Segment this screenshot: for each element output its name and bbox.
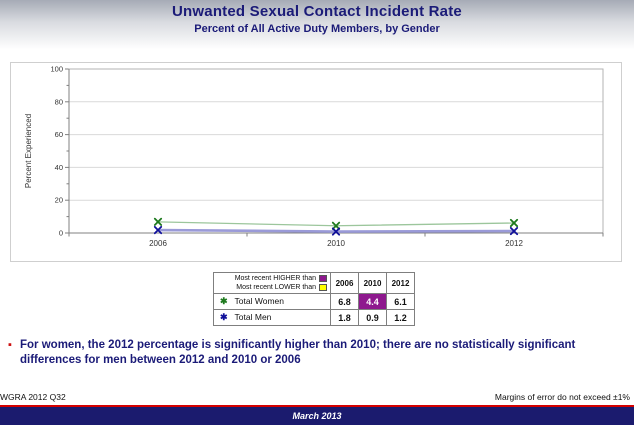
value-men-2012: 1.2: [386, 309, 415, 326]
legend-key-cell: Most recent HIGHER than Most recent LOWE…: [213, 272, 331, 294]
margin-of-error-note: Margins of error do not exceed ±1%: [494, 392, 630, 402]
legend-higher: Most recent HIGHER than: [216, 274, 327, 283]
svg-text:2010: 2010: [327, 239, 345, 248]
page-title: Unwanted Sexual Contact Incident Rate: [172, 3, 462, 20]
svg-text:80: 80: [55, 97, 63, 106]
column-header-2010: 2010: [358, 272, 387, 294]
footer-rule: [0, 405, 634, 407]
bullet-marker-icon: ▪: [8, 339, 12, 351]
value-women-2010: 4.4: [358, 293, 387, 310]
higher-swatch-icon: [319, 275, 327, 282]
svg-text:2012: 2012: [505, 239, 523, 248]
svg-text:0: 0: [59, 229, 63, 238]
chart-container: 0 20 40 60 80 100 2006 2010 2012 Percent Experien…: [10, 62, 622, 262]
slide-header: Unwanted Sexual Contact Incident Rate Pe…: [0, 0, 634, 55]
table-header-row: Most recent HIGHER than Most recent LOWE…: [213, 272, 415, 294]
legend-lower: Most recent LOWER than: [216, 283, 327, 292]
series-label-men: ✱ Total Men: [213, 309, 331, 326]
svg-text:2006: 2006: [149, 239, 167, 248]
value-women-2012: 6.1: [386, 293, 415, 310]
svg-text:40: 40: [55, 163, 63, 172]
value-men-2010: 0.9: [358, 309, 387, 326]
svg-text:Percent Experienced: Percent Experienced: [24, 114, 33, 188]
line-chart: 0 20 40 60 80 100 2006 2010 2012 Percent Experien…: [24, 65, 604, 248]
women-marker-icon: ✱: [220, 296, 228, 306]
men-marker-icon: ✱: [220, 312, 228, 322]
value-women-2006: 6.8: [330, 293, 359, 310]
page-subtitle: Percent of All Active Duty Members, by G…: [194, 23, 440, 35]
svg-text:60: 60: [55, 130, 63, 139]
key-finding: ▪ For women, the 2012 percentage is sign…: [8, 338, 622, 368]
series-total-women: [153, 217, 519, 230]
table-row: ✱ Total Women 6.8 4.4 6.1: [213, 293, 415, 310]
chart-legend-table: Most recent HIGHER than Most recent LOWE…: [213, 272, 415, 326]
lower-swatch-icon: [319, 284, 327, 291]
footer-date: March 2013: [292, 411, 342, 421]
legend-lower-label: Most recent LOWER than: [236, 284, 316, 291]
svg-text:100: 100: [50, 65, 63, 74]
source-label: WGRA 2012 Q32: [0, 392, 66, 402]
svg-text:20: 20: [55, 196, 63, 205]
value-men-2006: 1.8: [330, 309, 359, 326]
table-row: ✱ Total Men 1.8 0.9 1.2: [213, 309, 415, 326]
column-header-2006: 2006: [330, 272, 359, 294]
column-header-2012: 2012: [386, 272, 415, 294]
series-total-men: [153, 225, 519, 236]
series-label-women: ✱ Total Women: [213, 293, 331, 310]
footer-date-bar: March 2013: [0, 407, 634, 425]
key-finding-text: For women, the 2012 percentage is signif…: [20, 339, 576, 366]
legend-higher-label: Most recent HIGHER than: [234, 275, 316, 282]
